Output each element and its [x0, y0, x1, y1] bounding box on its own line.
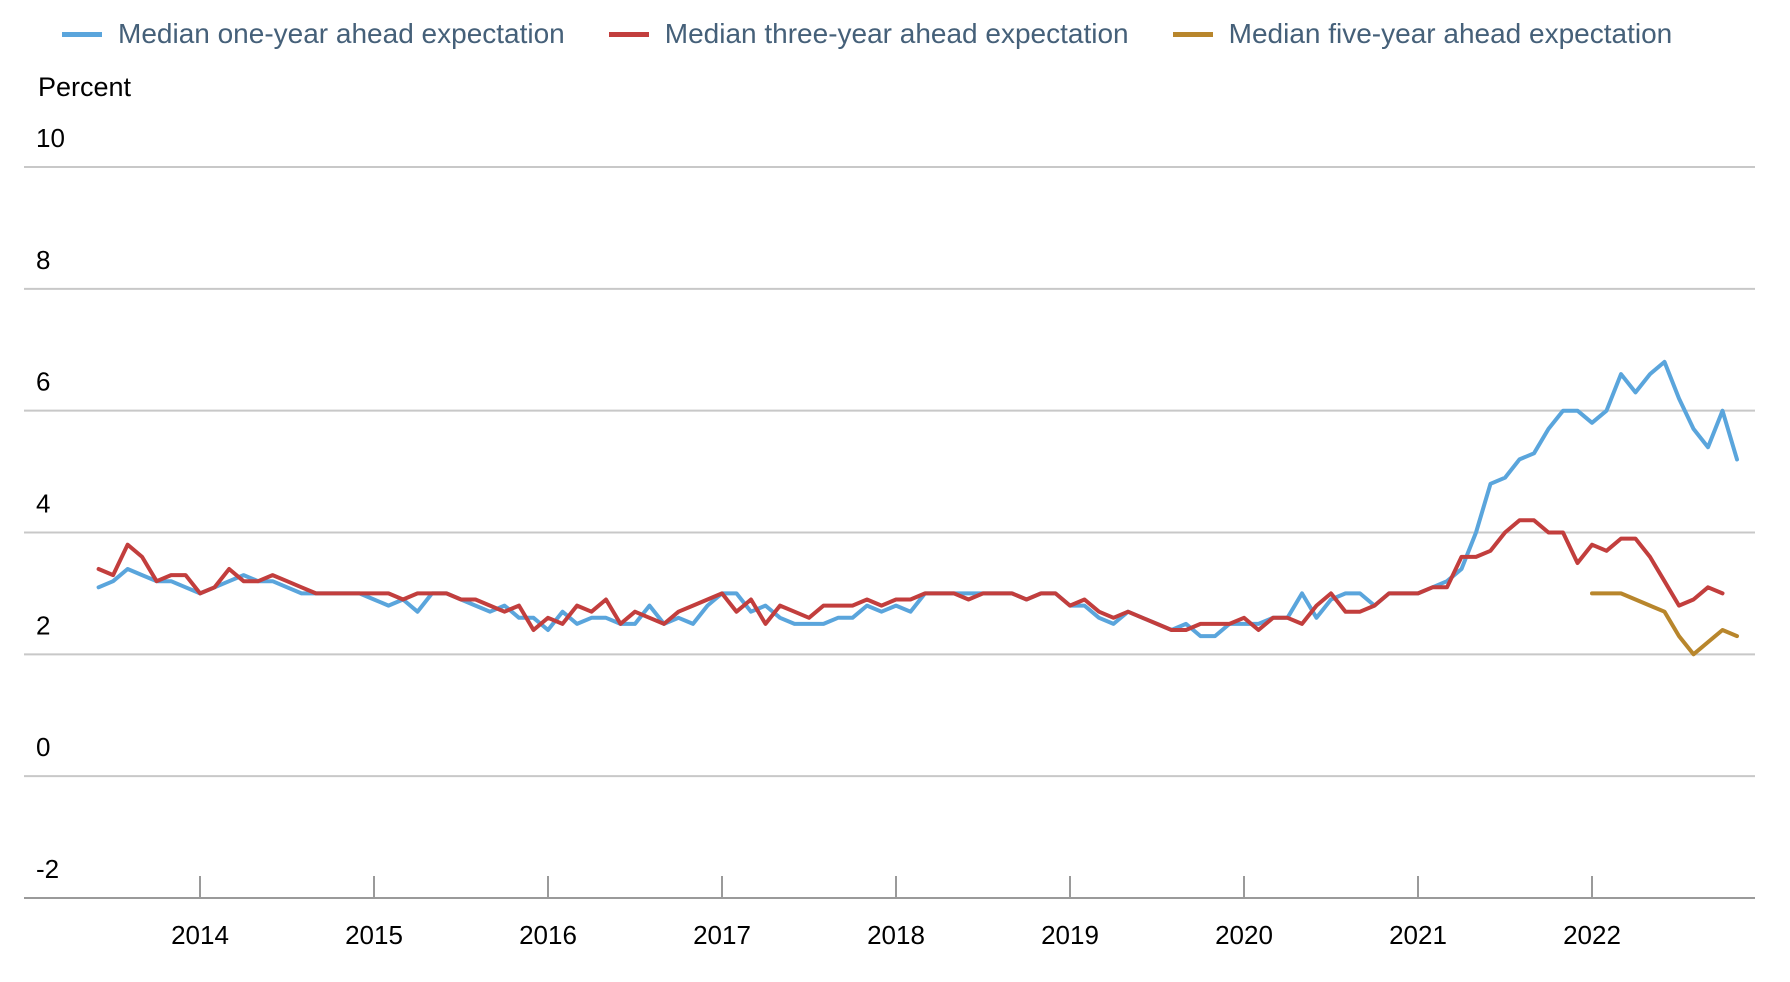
legend-item-one-year[interactable]: Median one-year ahead expectation: [62, 18, 565, 50]
gridlines: [24, 166, 1755, 899]
x-tick-label: 2014: [171, 920, 229, 950]
x-tick-label: 2021: [1389, 920, 1447, 950]
y-tick-label: 10: [36, 123, 65, 153]
series-line-0: [96, 359, 1739, 639]
series-line-2: [1590, 591, 1739, 657]
series-line-1: [96, 518, 1725, 632]
legend-swatch-three-year: [608, 31, 649, 37]
y-tick-label: 2: [36, 610, 50, 640]
y-tick-label: 0: [36, 732, 50, 762]
y-axis-title: Percent: [38, 72, 132, 102]
y-tick-label: 8: [36, 245, 50, 275]
legend: Median one-year ahead expectation Median…: [62, 14, 1716, 54]
legend-label-one-year: Median one-year ahead expectation: [118, 18, 565, 49]
x-tick-label: 2022: [1563, 920, 1621, 950]
x-tick-label: 2019: [1041, 920, 1099, 950]
y-tick-label: 4: [36, 489, 50, 519]
legend-item-three-year[interactable]: Median three-year ahead expectation: [608, 18, 1129, 50]
x-tick-label: 2015: [345, 920, 403, 950]
x-tick-label: 2018: [867, 920, 925, 950]
y-tick-label: -2: [36, 854, 59, 884]
y-axis-ticks: 10 8 6 4 2 0 -2: [36, 123, 65, 884]
series-lines: [96, 359, 1739, 657]
x-axis: 2014 2015 2016 2017 2018 2019 2020 2021 2022: [24, 876, 1755, 950]
legend-label-five-year: Median five-year ahead expectation: [1228, 18, 1673, 49]
x-tick-label: 2020: [1215, 920, 1273, 950]
legend-item-five-year[interactable]: Median five-year ahead expectation: [1172, 18, 1673, 50]
legend-label-three-year: Median three-year ahead expectation: [664, 18, 1129, 49]
x-tick-label: 2016: [519, 920, 577, 950]
y-tick-label: 6: [36, 367, 50, 397]
legend-swatch-five-year: [1172, 31, 1213, 37]
x-tick-label: 2017: [693, 920, 751, 950]
legend-swatch-one-year: [62, 31, 102, 37]
